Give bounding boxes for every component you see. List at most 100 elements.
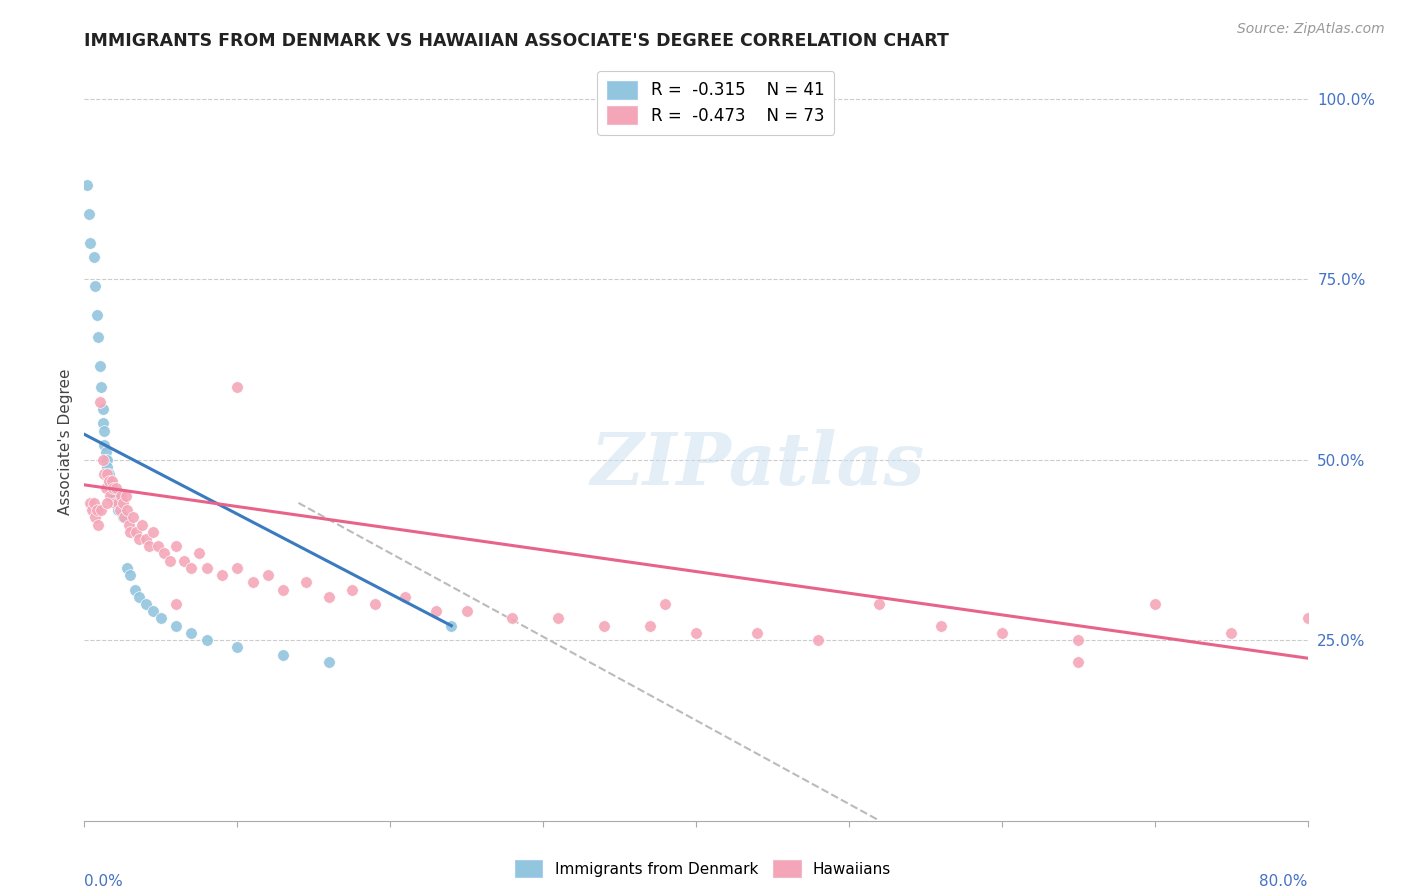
Point [87,517,110,532]
Point [142,604,165,618]
Point [364,597,387,611]
Point [128,532,150,546]
Point [103,482,125,496]
Point [120,568,142,582]
Point [135,597,157,611]
Point [991,626,1014,640]
Point [91,402,114,417]
Point [654,597,676,611]
Point [929,618,952,632]
Point [456,604,478,618]
Point [90,380,112,394]
Point [159,554,181,568]
Point [91,452,114,467]
Point [104,496,127,510]
Point [96,467,118,481]
Point [101,475,124,489]
Point [97,475,120,489]
Point [146,539,169,553]
Text: 0.0%: 0.0% [84,874,124,888]
Point [112,510,135,524]
Point [101,482,124,496]
Point [165,618,187,632]
Point [108,503,131,517]
Point [149,611,172,625]
Point [83,251,105,265]
Point [124,582,146,597]
Point [107,496,129,510]
Point [142,524,165,539]
Point [211,568,233,582]
Point [115,561,138,575]
Point [122,510,145,524]
Point [118,517,141,532]
Point [86,503,108,517]
Point [105,496,128,510]
Point [98,489,121,503]
Point [271,648,294,662]
Point [271,582,294,597]
Point [94,445,117,459]
Point [180,561,202,575]
Point [226,640,249,655]
Point [165,539,187,553]
Point [94,452,117,467]
Text: ZIPatlas: ZIPatlas [591,429,924,500]
Point [1220,626,1243,640]
Point [107,503,129,517]
Point [84,279,107,293]
Point [96,459,118,474]
Point [440,618,463,632]
Point [89,359,111,373]
Point [318,655,340,669]
Point [425,604,447,618]
Point [128,590,150,604]
Point [295,575,318,590]
Point [84,510,107,524]
Point [188,546,211,560]
Text: 80.0%: 80.0% [1260,874,1308,888]
Point [242,575,264,590]
Point [502,611,524,625]
Point [97,467,120,481]
Point [1296,611,1319,625]
Text: Source: ZipAtlas.com: Source: ZipAtlas.com [1237,22,1385,37]
Point [89,394,111,409]
Y-axis label: Associate's Degree: Associate's Degree [58,368,73,515]
Point [394,590,416,604]
Legend: Immigrants from Denmark, Hawaiians: Immigrants from Denmark, Hawaiians [508,853,898,884]
Point [153,546,176,560]
Point [807,633,830,648]
Point [180,626,202,640]
Point [340,582,363,597]
Point [96,452,118,467]
Point [685,626,707,640]
Point [93,467,115,481]
Point [98,475,121,489]
Point [869,597,891,611]
Point [93,424,115,438]
Point [547,611,569,625]
Point [638,618,661,632]
Point [90,503,112,517]
Point [135,532,157,546]
Point [226,561,249,575]
Point [111,496,134,510]
Point [1067,655,1090,669]
Point [131,517,153,532]
Text: IMMIGRANTS FROM DENMARK VS HAWAIIAN ASSOCIATE'S DEGREE CORRELATION CHART: IMMIGRANTS FROM DENMARK VS HAWAIIAN ASSO… [84,32,949,50]
Point [79,235,101,250]
Point [80,503,103,517]
Point [94,482,117,496]
Point [226,380,249,394]
Point [1143,597,1166,611]
Point [593,618,616,632]
Point [79,496,101,510]
Point [110,489,132,503]
Point [120,524,142,539]
Point [114,489,136,503]
Point [257,568,280,582]
Point [111,510,134,524]
Legend: R =  -0.315    N = 41, R =  -0.473    N = 73: R = -0.315 N = 41, R = -0.473 N = 73 [598,70,834,135]
Point [165,597,187,611]
